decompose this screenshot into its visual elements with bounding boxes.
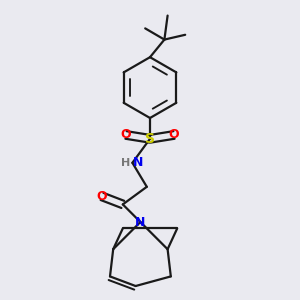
Text: O: O [97,190,107,203]
Text: O: O [169,128,179,142]
Text: N: N [133,156,143,169]
Text: S: S [145,132,155,146]
Text: O: O [121,128,131,142]
Text: N: N [135,215,146,229]
Text: H: H [121,158,130,168]
